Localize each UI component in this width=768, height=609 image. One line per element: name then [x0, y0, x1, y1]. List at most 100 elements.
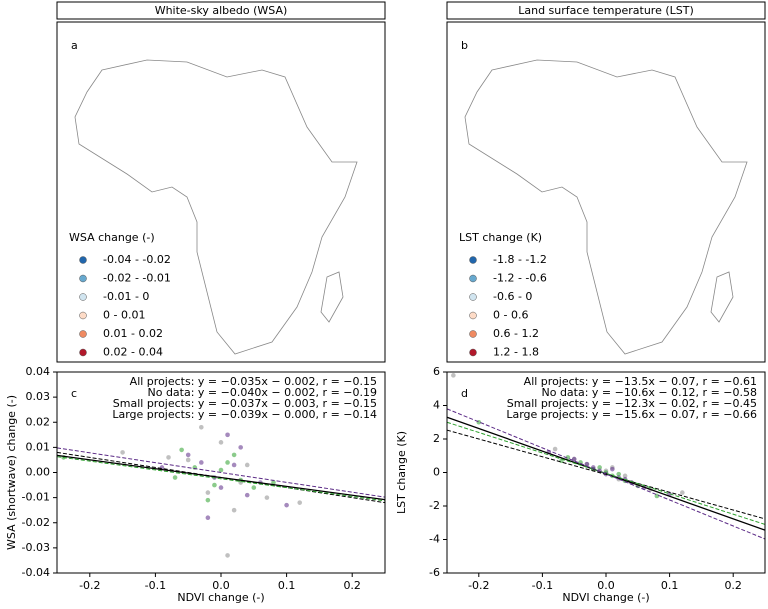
map-frame	[56, 21, 386, 363]
y-tick-label: 0.04	[26, 365, 51, 378]
scatter-point	[271, 480, 276, 485]
panel-title: Land surface temperature (LST)	[518, 4, 694, 17]
scatter-point	[199, 424, 204, 430]
scatter-point	[616, 471, 622, 477]
y-tick-label: -4	[429, 533, 440, 546]
scatter-point	[225, 553, 230, 558]
y-tick-label: -0.04	[22, 566, 50, 579]
legend-label: -0.02 - -0.01	[103, 272, 171, 285]
legend-label: 1.2 - 1.8	[493, 346, 539, 359]
y-tick-label: 4	[433, 399, 440, 412]
legend-swatch	[469, 256, 477, 264]
fit-line	[446, 421, 766, 525]
y-tick-label: -0.02	[22, 516, 50, 529]
legend-swatch	[469, 293, 477, 301]
legend-swatch	[79, 293, 87, 301]
scatter-point	[172, 475, 178, 480]
panel-letter: d	[461, 387, 468, 400]
scatter-point	[231, 507, 237, 513]
fit-line	[56, 451, 386, 504]
fit-line	[446, 408, 766, 540]
x-axis-label: NDVI change (-)	[177, 591, 264, 604]
fit-label: All projects: y = −13.5x − 0.07, r = −0.…	[524, 375, 757, 388]
y-tick-label: 0.00	[26, 466, 51, 479]
scatter-point	[597, 465, 602, 470]
scatter-point	[225, 432, 230, 438]
scatter-point	[218, 440, 224, 445]
scatter-point	[231, 462, 237, 468]
fit-label: Small projects: y = −0.037x − 0.003, r =…	[113, 397, 377, 410]
scatter-point	[231, 452, 237, 458]
fit-label: Small projects: y = −12.3x − 0.02, r = −…	[507, 397, 757, 410]
scatter-point	[552, 446, 558, 452]
y-tick-label: -6	[429, 566, 440, 579]
scatter-point	[205, 490, 211, 495]
legend-label: 0.01 - 0.02	[103, 327, 163, 340]
legend-label: 0 - 0.6	[493, 309, 528, 322]
y-tick-label: 0	[433, 466, 440, 479]
scatter-point	[251, 485, 257, 490]
x-tick-label: 0.0	[597, 579, 615, 592]
scatter-point	[218, 485, 224, 490]
scatter-point	[244, 462, 250, 468]
fit-line	[56, 456, 386, 502]
fit-label: All projects: y = −0.035x − 0.002, r = −…	[130, 375, 377, 388]
scatter-point	[185, 457, 191, 463]
x-tick-label: -0.2	[468, 579, 489, 592]
y-tick-label: 6	[433, 365, 440, 378]
legend-swatch	[79, 274, 87, 283]
scatter-point	[244, 492, 250, 498]
scatter-point	[610, 466, 615, 472]
y-tick-label: 0.01	[26, 440, 51, 453]
y-tick-label: -0.01	[22, 491, 50, 504]
scatter-point	[584, 461, 590, 467]
scatter-point	[297, 500, 303, 505]
y-axis-label: LST change (K)	[395, 431, 408, 514]
scatter-point	[284, 502, 289, 508]
x-tick-label: 0.2	[724, 579, 742, 592]
y-tick-label: -2	[429, 499, 440, 512]
x-axis-label: NDVI change (-)	[562, 591, 649, 604]
scatter-point	[571, 456, 577, 462]
scatter-point	[199, 460, 204, 465]
legend-label: 0.6 - 1.2	[493, 327, 539, 340]
legend-swatch	[79, 256, 87, 264]
fit-label: Large projects: y = −0.039x − 0.000, r =…	[112, 408, 377, 421]
x-tick-label: 0.1	[661, 579, 679, 592]
scatter-point	[680, 490, 685, 495]
fit-label: Large projects: y = −15.6x − 0.07, r = −…	[506, 408, 757, 421]
x-tick-label: 0.0	[212, 579, 230, 592]
map-frame	[446, 21, 766, 363]
x-tick-label: 0.2	[343, 579, 361, 592]
legend-swatch	[79, 311, 87, 320]
legend-label: -0.6 - 0	[493, 290, 532, 303]
legend-swatch	[469, 348, 477, 357]
legend-label: -0.01 - 0	[103, 290, 149, 303]
scatter-point	[622, 473, 628, 479]
y-tick-label: -0.03	[22, 541, 50, 554]
legend-label: -1.8 - -1.2	[493, 253, 547, 266]
scatter-point	[166, 455, 171, 460]
legend-swatch	[79, 348, 87, 357]
scatter-point	[565, 455, 571, 460]
x-tick-label: -0.1	[145, 579, 166, 592]
scatter-point	[476, 419, 482, 425]
fit-line	[56, 447, 386, 498]
panel-title: White-sky albedo (WSA)	[155, 4, 288, 17]
fit-label: No data: y = −0.040x − 0.002, r = −0.19	[147, 386, 377, 399]
scatter-point	[238, 445, 243, 450]
scatter-point	[120, 450, 125, 455]
panel-letter: a	[71, 39, 78, 52]
scatter-point	[225, 460, 230, 465]
fit-line	[446, 429, 766, 520]
y-tick-label: 0.02	[26, 415, 51, 428]
scatter-point	[212, 482, 217, 488]
legend-title: LST change (K)	[459, 231, 542, 244]
legend-title: WSA change (-)	[69, 231, 155, 244]
scatter-point	[264, 495, 270, 500]
panel-letter: c	[71, 387, 77, 400]
scatter-point	[205, 515, 211, 521]
legend-label: -0.04 - -0.02	[103, 253, 171, 266]
